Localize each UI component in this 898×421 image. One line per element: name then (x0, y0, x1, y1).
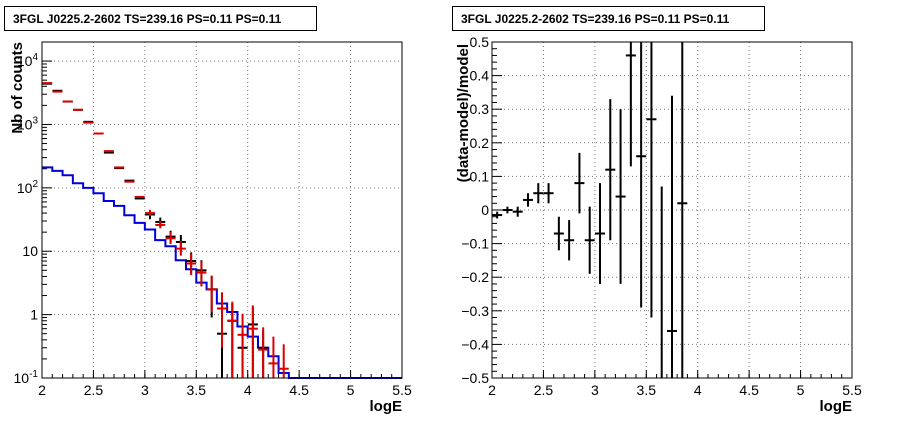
right-y-tick-label: −0.2 (461, 269, 489, 285)
right-x-tick-label: 3.5 (637, 382, 657, 398)
right-y-tick-label: −0.4 (461, 336, 489, 352)
right-y-tick-label: 0.3 (470, 101, 490, 117)
right-y-tick-label: −0.5 (461, 370, 489, 386)
left-y-axis-label: Nb of counts (9, 42, 26, 134)
left-y-tick-label: 10-1 (14, 369, 39, 386)
left-y-tick-label: 1 (30, 307, 38, 323)
left-chart-title: 3FGL J0225.2-2602 TS=239.16 PS=0.11 PS=0… (4, 6, 317, 31)
left-y-tick-label: 102 (17, 179, 39, 196)
left-x-tick-label: 2 (38, 382, 46, 398)
right-x-tick-label: 3 (591, 382, 599, 398)
right-x-tick-label: 4.5 (739, 382, 759, 398)
left-plot-frame (41, 41, 403, 379)
left-x-tick-label: 4 (244, 382, 252, 398)
left-x-tick-label: 3 (141, 382, 149, 398)
left-plot-counts: 2 2.5 3 3.5 4 4.5 5 5.5 10-1 1 10 102 103 104 logE Nb o… (9, 41, 412, 415)
right-y-tick-label: 0 (481, 202, 489, 218)
right-x-tick-label: 2 (488, 382, 496, 398)
right-y-tick-label: 0.4 (470, 68, 490, 84)
left-x-tick-label: 2.5 (84, 382, 104, 398)
right-plot-frame (491, 41, 853, 379)
left-x-tick-label: 3.5 (187, 382, 207, 398)
left-x-axis-label: logE (370, 398, 403, 415)
right-y-tick-label: 0.1 (470, 168, 490, 184)
left-y-tick-label: 103 (17, 115, 39, 132)
right-y-tick-label: −0.1 (461, 236, 489, 252)
right-y-tick-label: 0.5 (470, 34, 490, 50)
right-chart-title: 3FGL J0225.2-2602 TS=239.16 PS=0.11 PS=0… (452, 6, 765, 31)
left-y-tick-label: 104 (17, 52, 39, 69)
right-x-tick-label: 4 (694, 382, 702, 398)
left-x-tick-label: 5.5 (392, 382, 412, 398)
left-x-tick-label: 4.5 (289, 382, 309, 398)
right-x-tick-label: 5 (797, 382, 805, 398)
right-y-axis-label: (data-model)/model (455, 44, 472, 182)
right-plot-residuals: 2 2.5 3 3.5 4 4.5 5 5.5 −0.5 −0.4 −0.3 −0.2 −0.1 0 0.1… (455, 34, 862, 415)
right-x-tick-label: 2.5 (534, 382, 554, 398)
right-x-axis-label: logE (820, 398, 853, 415)
left-x-tick-label: 5 (347, 382, 355, 398)
right-y-tick-label: −0.3 (461, 303, 489, 319)
left-y-tick-label: 10 (22, 243, 38, 259)
right-y-tick-label: 0.2 (470, 135, 490, 151)
right-x-tick-label: 5.5 (842, 382, 862, 398)
